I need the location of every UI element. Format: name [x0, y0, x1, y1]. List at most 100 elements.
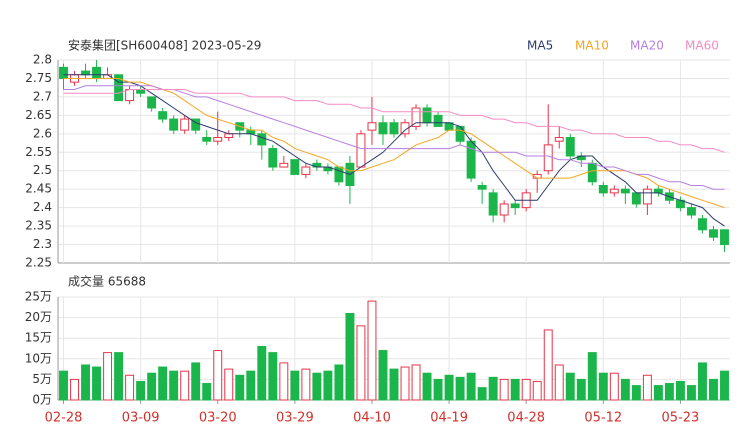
candle-body — [433, 114, 443, 127]
volume-bar — [356, 325, 366, 401]
volume-bar — [70, 378, 79, 401]
candle-body — [477, 184, 487, 190]
volume-bar — [279, 362, 289, 401]
volume-bar — [301, 368, 311, 401]
legend-entry: MA60 — [685, 39, 719, 53]
x-tick-label: 03-29 — [276, 411, 314, 426]
candle-body — [709, 229, 718, 238]
candle-body — [136, 89, 146, 94]
candle-body — [565, 137, 575, 157]
volume-bar — [642, 374, 652, 401]
volume-bar — [323, 370, 333, 401]
y-tick-label: 2.35 — [25, 219, 52, 233]
volume-bar — [169, 370, 179, 401]
volume-bar — [81, 364, 91, 401]
candle-body — [147, 96, 157, 109]
volume-bar — [532, 380, 542, 401]
y-tick-label: 2.25 — [25, 256, 52, 270]
y-tick-label: 0万 — [32, 393, 52, 407]
y-tick-label: 2.8 — [33, 53, 52, 67]
volume-bar — [125, 374, 135, 401]
candle-body — [224, 133, 234, 139]
volume-bar — [411, 364, 421, 401]
volume-bar — [290, 370, 300, 401]
volume-bar — [444, 374, 454, 401]
y-tick-label: 2.65 — [25, 108, 52, 122]
volume-bar — [433, 378, 443, 401]
candle-body — [59, 66, 68, 79]
volume-bar — [499, 378, 509, 401]
y-tick-label: 2.55 — [25, 145, 52, 159]
volume-bar — [598, 372, 608, 401]
volume-bar — [312, 372, 322, 401]
volume-bar — [455, 376, 465, 401]
x-tick-label: 03-20 — [199, 411, 237, 426]
candle-body — [81, 70, 91, 76]
volume-bar — [158, 366, 168, 401]
volume-bar — [422, 372, 432, 401]
volume-bar — [257, 345, 267, 401]
volume-bar — [653, 385, 663, 401]
volume-bar — [686, 385, 696, 401]
x-tick-label: 04-28 — [507, 411, 545, 426]
candle-body — [720, 229, 729, 246]
x-tick-label: 03-09 — [122, 411, 160, 426]
volume-bar — [720, 370, 729, 401]
candle-body — [631, 192, 641, 205]
volume-bar — [400, 366, 410, 401]
candle-body — [686, 207, 696, 216]
candle-body — [301, 166, 311, 175]
legend-entry: MA20 — [630, 39, 664, 53]
y-tick-label: 15万 — [25, 331, 52, 345]
candle-body — [422, 107, 432, 124]
volume-bar — [664, 383, 674, 401]
volume-bar — [378, 350, 388, 401]
y-tick-label: 2.4 — [33, 200, 52, 214]
candle-body — [246, 129, 256, 135]
candle-body — [554, 137, 564, 142]
candle-body — [158, 111, 168, 120]
legend-entry: MA10 — [575, 39, 609, 53]
candle-body — [543, 144, 553, 172]
volume-bar — [576, 378, 586, 401]
legend-entry: MA5 — [527, 39, 553, 53]
y-tick-label: 20万 — [25, 310, 52, 324]
candle-body — [92, 66, 102, 79]
x-tick-label: 05-12 — [584, 411, 622, 426]
candle-body — [378, 122, 388, 135]
volume-bar — [543, 329, 553, 401]
volume-title: 成交量 65688 — [68, 274, 146, 289]
volume-bar — [224, 368, 234, 401]
candle-body — [389, 122, 399, 135]
volume-bar — [268, 352, 278, 401]
volume-bar — [92, 366, 102, 401]
candle-body — [268, 148, 278, 168]
volume-bar — [620, 378, 630, 401]
volume-bar — [709, 378, 718, 401]
volume-bar — [103, 352, 113, 401]
volume-bar — [213, 350, 223, 401]
volume-bar — [697, 362, 707, 401]
volume-bar — [609, 372, 619, 401]
y-tick-label: 10万 — [25, 351, 52, 365]
chart-title: 安泰集团[SH600408] 2023-05-29 — [68, 38, 261, 53]
candle-body — [191, 118, 201, 131]
x-tick-label: 04-19 — [430, 411, 468, 426]
candle-body — [455, 125, 465, 142]
volume-bar — [136, 380, 146, 401]
volume-bar — [675, 380, 685, 401]
volume-bar — [345, 312, 355, 401]
x-tick-label: 04-10 — [353, 411, 391, 426]
candle-body — [587, 162, 597, 183]
candle-body — [257, 133, 267, 146]
volume-bar — [631, 385, 641, 401]
ma-line — [63, 78, 725, 209]
candle-body — [202, 137, 212, 142]
x-tick-label: 05-23 — [662, 411, 700, 426]
y-tick-label: 2.5 — [33, 163, 52, 177]
candle-body — [213, 137, 223, 142]
candle-body — [499, 203, 509, 216]
y-tick-label: 2.45 — [25, 182, 52, 196]
y-tick-label: 25万 — [25, 290, 52, 304]
